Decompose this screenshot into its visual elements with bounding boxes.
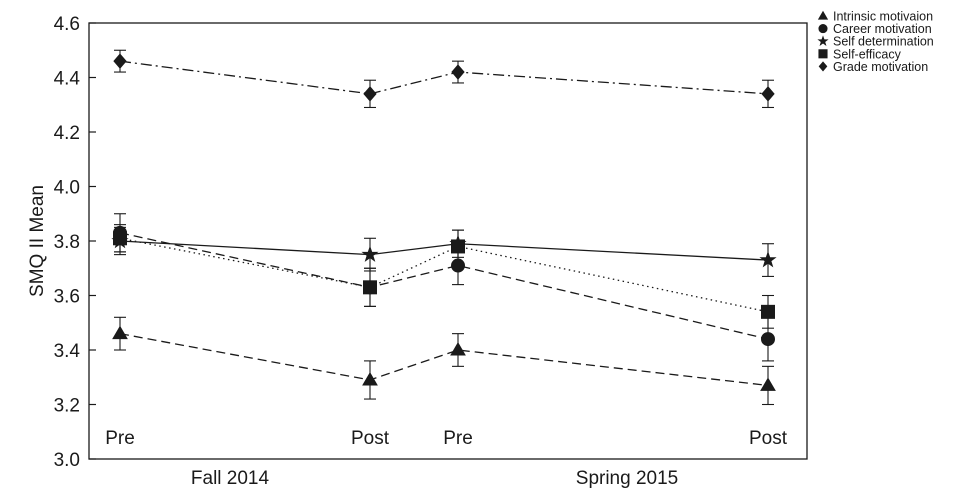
x-group-label: Spring 2015 [576, 468, 678, 489]
data-point-triangle [113, 327, 127, 339]
data-point-diamond [452, 65, 464, 79]
legend-marker-triangle [818, 11, 827, 19]
series-diamond [114, 50, 774, 107]
data-point-triangle [451, 343, 465, 355]
series-triangle [113, 317, 775, 404]
x-point-label: Pre [105, 428, 135, 449]
y-tick-label: 3.4 [54, 341, 81, 362]
y-axis-title: SMQ II Mean [27, 185, 48, 297]
series-line [120, 241, 768, 260]
series-line [120, 233, 768, 339]
data-point-triangle [761, 378, 775, 390]
series-square [114, 225, 775, 329]
series-circle [114, 214, 775, 361]
y-tick-label: 3.6 [54, 287, 80, 308]
legend-marker-diamond [819, 62, 827, 71]
series-line [120, 334, 768, 386]
data-point-circle [762, 333, 775, 346]
y-tick-label: 4.6 [54, 14, 80, 35]
series-line [120, 61, 768, 94]
y-tick-label: 4.0 [54, 178, 80, 199]
series-star [113, 227, 775, 276]
data-point-square [762, 305, 775, 318]
y-tick-label: 4.4 [54, 69, 81, 90]
x-point-label: Post [351, 428, 390, 449]
y-tick-label: 3.2 [54, 396, 80, 417]
data-point-square [452, 240, 465, 253]
legend-marker-square [819, 50, 827, 58]
x-point-label: Pre [443, 428, 473, 449]
y-tick-label: 4.2 [54, 123, 80, 144]
legend-marker-circle [819, 24, 827, 32]
data-point-square [364, 281, 377, 294]
legend-item: Grade motivation [819, 60, 928, 74]
axes: 3.0 3.2 3.4 3.6 3.8 4.0 4.2 4.4 4.6 SMQ II Mean Pr… [27, 14, 788, 489]
y-tick-label: 3.8 [54, 232, 80, 253]
data-point-square [114, 232, 127, 245]
series-line [120, 238, 768, 312]
x-group-label: Fall 2014 [191, 468, 270, 489]
x-point-label: Post [749, 428, 788, 449]
data-point-diamond [364, 87, 376, 101]
data-point-diamond [114, 54, 126, 68]
y-tick-label: 3.0 [54, 450, 80, 471]
legend-label: Grade motivation [833, 60, 928, 74]
series-layer [113, 50, 775, 404]
data-point-diamond [762, 87, 774, 101]
plot-frame [89, 23, 807, 459]
legend-marker-star [818, 36, 827, 45]
